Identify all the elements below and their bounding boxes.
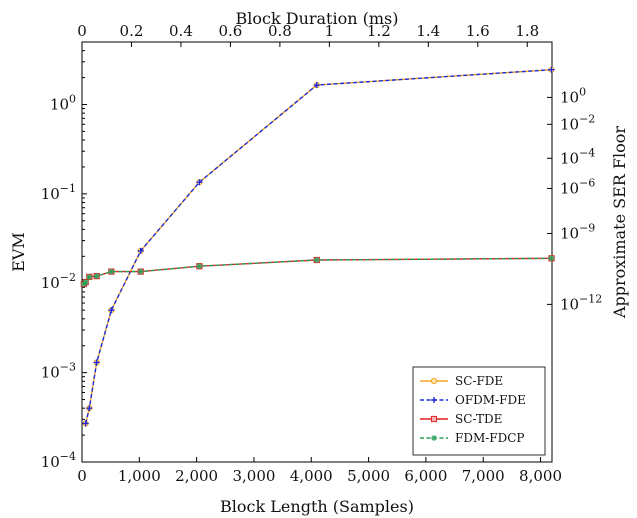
legend-label-sc-tde: SC-TDE: [455, 412, 502, 426]
data-point-ofdm-fde: [137, 247, 144, 254]
legend-marker-fdm-fdcp: [431, 435, 437, 441]
series-ofdm-fde: [82, 66, 555, 427]
legend-label-fdm-fdcp: FDM-FDCP: [455, 431, 525, 445]
series-line-ofdm-fde: [84, 68, 552, 424]
data-point-fdm-fdcp: [137, 268, 144, 275]
x-tick-label: 7,000: [462, 467, 505, 485]
x2-tick-label: 1.4: [416, 22, 440, 40]
x-tick-label: 0: [77, 467, 87, 485]
series-fdm-fdcp: [80, 255, 555, 288]
data-point-ofdm-fde: [108, 307, 115, 314]
x2-tick-label: 1.2: [367, 22, 391, 40]
x-tick-label: 5,000: [347, 467, 390, 485]
x-tick-label: 1,000: [118, 467, 161, 485]
legend-marker-sc-fde: [430, 377, 438, 385]
data-point-ofdm-fde: [93, 359, 100, 366]
data-point-ofdm-fde: [82, 420, 89, 427]
x-axis-title: Block Length (Samples): [220, 497, 414, 516]
x-tick-label: 3,000: [232, 467, 275, 485]
x2-tick-label: 1.6: [466, 22, 490, 40]
x-tick-label: 4,000: [290, 467, 333, 485]
y-tick-label: 10−2: [41, 271, 76, 292]
y2-tick-label: 100: [560, 85, 586, 106]
series-line-fdm-fdcp: [83, 257, 552, 285]
legend: SC-FDE OFDM-FDE SC-TDE FDM-FDCP: [412, 366, 546, 456]
x-tick-label: 2,000: [175, 467, 218, 485]
x2-tick-label: 0.4: [169, 22, 193, 40]
data-point-fdm-fdcp: [196, 263, 203, 270]
legend-label-sc-fde: SC-FDE: [455, 374, 503, 388]
data-point-fdm-fdcp: [313, 256, 320, 263]
x2-tick-label: 0.2: [120, 22, 144, 40]
plot-area-frame: [81, 41, 553, 463]
y-tick-label: 10−1: [41, 182, 76, 203]
data-point-fdm-fdcp: [93, 273, 100, 280]
legend-label-ofdm-fde: OFDM-FDE: [455, 393, 526, 407]
data-point-fdm-fdcp: [108, 268, 115, 275]
x2-axis-title: Block Duration (ms): [235, 9, 398, 28]
y2-axis-title: Approximate SER Floor: [610, 126, 629, 319]
data-point-fdm-fdcp: [82, 279, 89, 286]
y-axis-title: EVM: [9, 232, 28, 272]
y-tick-label: 100: [50, 92, 76, 113]
y-tick-label: 10−4: [41, 450, 76, 471]
data-point-fdm-fdcp: [86, 273, 93, 280]
data-point-ofdm-fde: [196, 179, 203, 186]
x-tick-label: 6,000: [404, 467, 447, 485]
y-tick-label: 10−3: [41, 361, 76, 382]
legend-marker-ofdm-fde: [431, 397, 437, 403]
data-point-fdm-fdcp: [548, 255, 555, 262]
legend-marker-sc-tde: [430, 415, 438, 423]
x2-tick-label: 0.6: [218, 22, 242, 40]
data-point-ofdm-fde: [548, 66, 555, 73]
x2-tick-label: 0.8: [268, 22, 292, 40]
y2-tick-label: 10−4: [560, 146, 595, 167]
data-point-ofdm-fde: [86, 405, 93, 412]
x2-tick-label: 1: [325, 22, 335, 40]
x2-tick-label: 1.8: [515, 22, 539, 40]
y2-tick-label: 10−6: [560, 176, 595, 197]
x-tick-label: 8,000: [519, 467, 562, 485]
x2-tick-label: 0: [77, 22, 87, 40]
y2-tick-label: 10−2: [560, 112, 595, 133]
y2-tick-label: 10−9: [560, 222, 595, 243]
y2-tick-label: 10−12: [560, 292, 602, 313]
data-point-ofdm-fde: [313, 82, 320, 89]
